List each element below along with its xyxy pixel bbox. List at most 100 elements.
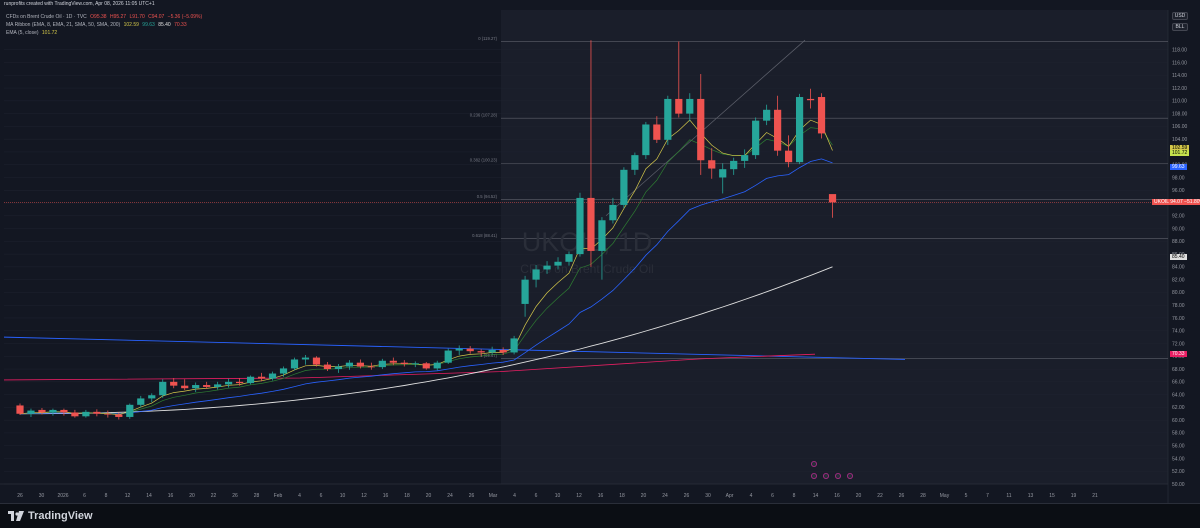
x-tick-label: 22 bbox=[877, 493, 883, 499]
chart-area[interactable]: 50.00 52.00 54.00 56.00 58.00 60.00 62.00 64.00… bbox=[0, 10, 1200, 503]
candle-body bbox=[587, 197, 595, 251]
fib-shaded-zone bbox=[501, 10, 1168, 484]
price-label: 85.40 bbox=[1170, 254, 1187, 261]
y-tick-label: 50.00 bbox=[1172, 482, 1185, 488]
tradingview-logo[interactable]: TradingView bbox=[8, 510, 93, 522]
x-tick-label: 20 bbox=[426, 493, 432, 499]
x-tick-label: 10 bbox=[555, 493, 561, 499]
legend-symbol-title: CFDs on Brent Crude Oil · 1D · TVC bbox=[6, 14, 87, 20]
fib-level-label: 0.236 (107.28) bbox=[470, 113, 498, 118]
brand-label: TradingView bbox=[28, 510, 93, 522]
candle-body bbox=[323, 364, 332, 370]
rising-trendline bbox=[605, 39, 806, 217]
candle-body bbox=[60, 409, 68, 413]
y-tick-label: 62.00 bbox=[1172, 405, 1185, 411]
sma50-line bbox=[19, 158, 833, 415]
x-tick-label: 21 bbox=[1092, 493, 1098, 499]
y-tick-label: 56.00 bbox=[1172, 443, 1185, 449]
x-tick-label: 4 bbox=[298, 493, 301, 499]
candle-body bbox=[301, 357, 310, 360]
candle-body bbox=[268, 373, 277, 379]
x-tick-label: 6 bbox=[320, 493, 323, 499]
candle-body bbox=[378, 360, 386, 368]
candle-body bbox=[71, 412, 79, 417]
y-tick-label: 78.00 bbox=[1172, 303, 1185, 309]
candle-body bbox=[312, 357, 321, 365]
candle-body bbox=[148, 395, 156, 399]
y-tick-label: 110.00 bbox=[1172, 99, 1187, 105]
x-tick-label: Apr bbox=[726, 493, 734, 499]
candle-body bbox=[444, 350, 452, 363]
candle-body bbox=[774, 109, 782, 151]
x-tick-label: May bbox=[940, 493, 950, 499]
candle-body bbox=[532, 269, 540, 280]
event-marker-icon bbox=[835, 472, 842, 479]
y-tick-label: 52.00 bbox=[1172, 469, 1185, 475]
candle-body bbox=[477, 351, 485, 353]
x-tick-label: 24 bbox=[662, 493, 668, 499]
y-tick-label: 84.00 bbox=[1172, 265, 1185, 271]
candle-body bbox=[455, 348, 463, 351]
legend-ma-v3: 85.40 bbox=[158, 22, 171, 28]
candle-body bbox=[806, 98, 815, 101]
candle-body bbox=[730, 160, 738, 170]
candle-body bbox=[367, 366, 375, 368]
legend-low: L91.70 bbox=[129, 14, 145, 20]
y-tick-label: 66.00 bbox=[1172, 380, 1185, 386]
legend-ma-ribbon-row: MA Ribbon (EMA, 8, EMA, 21, SMA, 50, SMA… bbox=[6, 22, 189, 28]
y-tick-label: 74.00 bbox=[1172, 329, 1185, 335]
candle-body bbox=[620, 169, 628, 205]
candle-body bbox=[785, 150, 793, 163]
candle-body bbox=[400, 362, 408, 364]
y-tick-label: 54.00 bbox=[1172, 456, 1185, 462]
x-tick-label: 18 bbox=[619, 493, 625, 499]
price-label: 102.59 bbox=[1170, 144, 1190, 151]
candle-body bbox=[642, 124, 650, 156]
x-tick-label: 6 bbox=[771, 493, 774, 499]
currency-bll-button[interactable]: BLL bbox=[1172, 23, 1188, 31]
legend-ma-v1: 102.59 bbox=[123, 22, 139, 28]
legend-open: O95.38 bbox=[90, 14, 107, 20]
legend-ma-v4: 70.33 bbox=[174, 22, 187, 28]
y-tick-label: 88.00 bbox=[1172, 239, 1185, 245]
x-tick-label: 12 bbox=[576, 493, 582, 499]
sma200-line bbox=[19, 266, 833, 415]
x-tick-label: 28 bbox=[920, 493, 926, 499]
candle-body bbox=[389, 360, 397, 363]
candle-body bbox=[466, 348, 474, 352]
candle-body bbox=[554, 261, 562, 266]
y-tick-label: 112.00 bbox=[1172, 86, 1187, 92]
candle-body bbox=[697, 98, 705, 161]
ma-long-line bbox=[3, 353, 816, 381]
legend-ema-title: EMA (5, close) bbox=[6, 30, 39, 36]
x-tick-label: 12 bbox=[361, 493, 367, 499]
candle-body bbox=[675, 98, 683, 114]
y-tick-label: 92.00 bbox=[1172, 214, 1185, 220]
x-tick-label: 16 bbox=[598, 493, 604, 499]
x-tick-label: 20 bbox=[641, 493, 647, 499]
y-tick-label: 68.00 bbox=[1172, 367, 1185, 373]
candle-body bbox=[290, 359, 299, 369]
x-tick-label: 26 bbox=[899, 493, 905, 499]
candle-body bbox=[126, 404, 134, 417]
y-tick-label: 58.00 bbox=[1172, 431, 1185, 437]
currency-usd-button[interactable]: USD bbox=[1172, 12, 1188, 20]
y-tick-label: 106.00 bbox=[1172, 124, 1188, 130]
candle-body bbox=[422, 363, 430, 369]
x-tick-label: 18 bbox=[404, 493, 410, 499]
x-tick-label: Feb bbox=[274, 493, 283, 499]
event-marker-icon bbox=[823, 472, 830, 479]
footer-bar: TradingView bbox=[0, 503, 1200, 528]
fib-level-label: 0 (119.27) bbox=[478, 36, 497, 41]
x-tick-label: 8 bbox=[793, 493, 796, 499]
candlestick-chart[interactable]: 50.00 52.00 54.00 56.00 58.00 60.00 62.00 64.00… bbox=[0, 10, 1200, 503]
y-tick-label: 64.00 bbox=[1172, 392, 1185, 398]
candle-body bbox=[236, 381, 244, 384]
candle-body bbox=[82, 411, 90, 417]
candle-body bbox=[543, 265, 551, 270]
candle-body bbox=[203, 385, 211, 387]
y-tick-label: 96.00 bbox=[1172, 188, 1185, 194]
legend-high: H95.27 bbox=[109, 14, 127, 20]
x-tick-label: 30 bbox=[705, 493, 711, 499]
candle-body bbox=[795, 97, 804, 163]
